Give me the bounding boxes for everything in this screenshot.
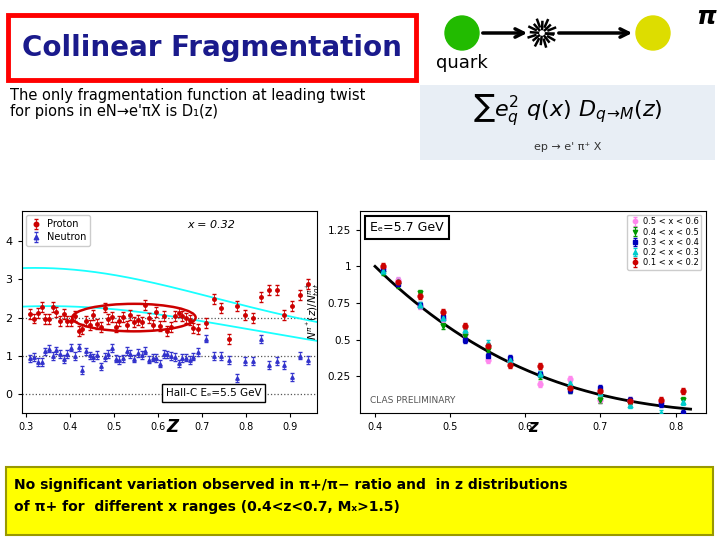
Text: quark: quark (436, 54, 488, 72)
Circle shape (445, 16, 479, 50)
Text: x = 0.32: x = 0.32 (187, 220, 235, 230)
Text: of π+ for  different x ranges (0.4<z<0.7, Mₓ>1.5): of π+ for different x ranges (0.4<z<0.7,… (14, 500, 400, 514)
Circle shape (636, 16, 670, 50)
Text: Hall-C Eₑ=5.5 GeV: Hall-C Eₑ=5.5 GeV (166, 388, 261, 398)
FancyBboxPatch shape (6, 467, 713, 535)
Text: Collinear Fragmentation: Collinear Fragmentation (22, 34, 402, 62)
FancyBboxPatch shape (8, 15, 416, 80)
Text: π: π (696, 5, 716, 29)
Text: Eₑ=5.7 GeV: Eₑ=5.7 GeV (370, 221, 444, 234)
Text: ep → e' π⁺ X: ep → e' π⁺ X (534, 142, 602, 152)
FancyBboxPatch shape (420, 85, 715, 160)
Legend: 0.5 < x < 0.6, 0.4 < x < 0.5, 0.3 < x < 0.4, 0.2 < x < 0.3, 0.1 < x < 0.2: 0.5 < x < 0.6, 0.4 < x < 0.5, 0.3 < x < … (627, 215, 701, 270)
Text: The only fragmentation function at leading twist: The only fragmentation function at leadi… (10, 88, 365, 103)
Text: Z: Z (166, 418, 178, 436)
Text: $\sum e_q^2\ q(x)\ D_{q\!\rightarrow\!M}(z)$: $\sum e_q^2\ q(x)\ D_{q\!\rightarrow\!M}… (473, 92, 663, 127)
Text: z: z (528, 418, 538, 436)
Text: CLAS PRELIMINARY: CLAS PRELIMINARY (370, 396, 456, 405)
Text: No significant variation observed in π+/π− ratio and  in z distributions: No significant variation observed in π+/… (14, 478, 567, 492)
Text: for pions in eN→e'πX is D₁(z): for pions in eN→e'πX is D₁(z) (10, 104, 218, 119)
Legend: Proton, Neutron: Proton, Neutron (27, 215, 90, 246)
Y-axis label: $N^{\pi^+}(z)/N^{\pi^+}_{tot}$: $N^{\pi^+}(z)/N^{\pi^+}_{tot}$ (305, 284, 322, 340)
